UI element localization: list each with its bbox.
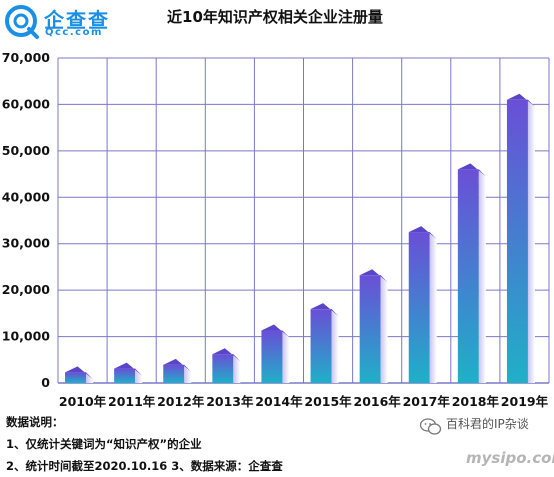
bar-top <box>261 324 290 338</box>
bar-side <box>527 99 535 384</box>
y-tick-label: 50,000 <box>2 143 51 158</box>
bar-side <box>331 309 339 383</box>
y-tick-label: 30,000 <box>2 236 51 251</box>
bar-side <box>86 372 94 383</box>
x-tick-label: 2010年 <box>59 394 107 409</box>
bar-top <box>408 226 437 240</box>
bar-top <box>310 303 339 317</box>
y-tick-label: 40,000 <box>2 189 51 204</box>
bar <box>506 99 528 384</box>
bar-chart: 0 10,000 20,000 30,000 40,000 50,000 60,000 70,… <box>2 50 550 409</box>
bar-top <box>457 163 486 177</box>
watermark-account: 百科君的IP杂谈 <box>446 417 529 431</box>
logo-name-cn: 企查查 <box>44 8 110 32</box>
bars <box>65 93 535 384</box>
x-tick-label: 2018年 <box>452 394 500 409</box>
x-tick-label: 2016年 <box>354 394 402 409</box>
bar-side <box>233 354 241 383</box>
watermark-site: mysipo.com <box>466 449 554 467</box>
wechat-icon <box>420 418 442 435</box>
y-tick-label: 0 <box>41 375 50 390</box>
bar <box>163 364 185 383</box>
bar-top <box>506 93 535 107</box>
bar <box>310 309 332 383</box>
chart-title: 近10年知识产权相关企业注册量 <box>167 8 383 26</box>
x-tick-label: 2017年 <box>403 394 451 409</box>
y-tick-label: 70,000 <box>2 50 51 65</box>
bar <box>457 169 479 383</box>
x-tick-label: 2011年 <box>108 394 156 409</box>
bar-side <box>429 232 437 383</box>
x-tick-label: 2012年 <box>157 394 205 409</box>
x-tick-label: 2013年 <box>206 394 254 409</box>
bar-side <box>380 275 388 383</box>
qcc-logo: 企查查 Qcc.com <box>4 4 134 40</box>
bar <box>408 232 430 383</box>
bar <box>65 372 87 383</box>
bar-side <box>282 330 290 383</box>
bar-side <box>478 169 486 383</box>
bar <box>212 354 234 383</box>
bar-top <box>359 269 388 283</box>
x-tick-label: 2015年 <box>304 394 352 409</box>
bar-side <box>184 364 192 383</box>
notes-heading: 数据说明： <box>6 415 64 429</box>
data-notes: 数据说明： 1、仅统计关键词为“知识产权”的企业 2、统计时间截至2020.10… <box>6 411 283 477</box>
bar-top <box>163 358 192 372</box>
y-tick-label: 10,000 <box>2 329 51 344</box>
notes-line-2: 2、统计时间截至2020.10.16 3、数据来源：企查查 <box>6 459 283 473</box>
x-tick-label: 2019年 <box>501 394 549 409</box>
axis-ticks: 0 10,000 20,000 30,000 40,000 50,000 60,000 70,… <box>2 50 549 409</box>
bar-side <box>135 368 143 383</box>
bar <box>114 368 136 383</box>
qcc-logo-icon <box>5 5 39 39</box>
bar <box>261 330 283 383</box>
bar <box>359 275 381 383</box>
notes-line-1: 1、仅统计关键词为“知识产权”的企业 <box>6 437 202 451</box>
bar-top <box>212 348 241 362</box>
logo-name-en: Qcc.com <box>45 27 103 38</box>
bar-top <box>114 362 143 376</box>
y-tick-label: 20,000 <box>2 282 51 297</box>
watermark: 百科君的IP杂谈 mysipo.com <box>420 413 554 475</box>
bar-top <box>65 366 94 380</box>
y-tick-label: 60,000 <box>2 96 51 111</box>
x-tick-label: 2014年 <box>255 394 303 409</box>
